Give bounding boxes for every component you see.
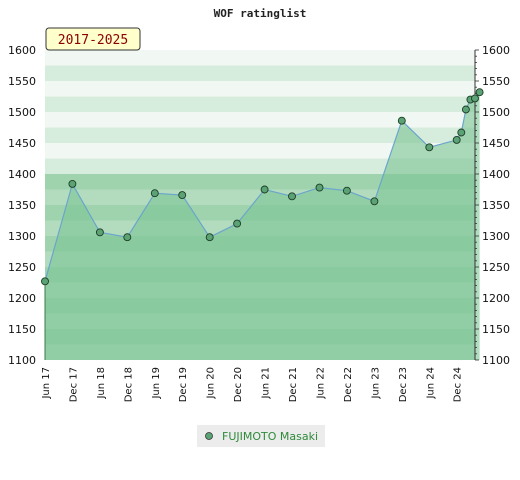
x-tick-label: Dec 21 xyxy=(288,367,299,402)
y-tick-label-right: 1200 xyxy=(482,292,510,305)
legend-marker-icon xyxy=(205,432,213,440)
x-tick-label: Jun 19 xyxy=(151,367,162,400)
data-point xyxy=(397,116,406,125)
x-tick-label: Dec 24 xyxy=(453,367,464,402)
y-tick-label-right: 1400 xyxy=(482,168,510,181)
y-tick-label-left: 1300 xyxy=(8,230,36,243)
y-tick-label-right: 1500 xyxy=(482,106,510,119)
y-tick-label-left: 1250 xyxy=(8,261,36,274)
y-tick-label-left: 1500 xyxy=(8,106,36,119)
x-tick-label: Jun 17 xyxy=(41,367,52,400)
background-band xyxy=(45,158,475,174)
data-point xyxy=(68,179,77,188)
y-tick-label-left: 1550 xyxy=(8,75,36,88)
y-tick-label-right: 1150 xyxy=(482,323,510,336)
background-band xyxy=(45,127,475,143)
background-band xyxy=(45,174,475,190)
y-tick-label-right: 1600 xyxy=(482,44,510,57)
data-point xyxy=(123,233,132,242)
data-point xyxy=(461,105,470,114)
data-point xyxy=(475,88,484,97)
x-tick-label: Dec 18 xyxy=(123,367,134,402)
y-tick-label-left: 1450 xyxy=(8,137,36,150)
x-tick-label: Jun 18 xyxy=(96,367,107,400)
x-tick-label: Jun 22 xyxy=(316,367,327,400)
data-point xyxy=(370,197,379,206)
y-tick-label-left: 1400 xyxy=(8,168,36,181)
area-fill xyxy=(45,92,480,360)
chart-title: WOF ratinglist xyxy=(214,7,307,20)
y-tick-label-right: 1250 xyxy=(482,261,510,274)
data-point xyxy=(41,277,49,286)
y-axis-left: 1100 1150 1200 1250 1300 1350 1400 1450 1500 1550… xyxy=(8,44,36,367)
x-tick-label: Jun 24 xyxy=(425,367,436,400)
y-tick-label-right: 1100 xyxy=(482,354,510,367)
data-point xyxy=(315,183,324,192)
data-point xyxy=(471,94,479,103)
y-tick-label-right: 1350 xyxy=(482,199,510,212)
background-band xyxy=(45,81,475,97)
background-band xyxy=(45,65,475,81)
x-tick-label: Jun 23 xyxy=(370,367,381,400)
y-tick-label-left: 1150 xyxy=(8,323,36,336)
data-point xyxy=(178,191,187,200)
data-point xyxy=(205,233,214,242)
period-label: 2017-2025 xyxy=(58,33,128,48)
data-point xyxy=(95,228,104,237)
x-axis: Jun 17 Dec 17 Jun 18 Dec 18 Jun 19 Dec 19 Jun … xyxy=(41,367,464,402)
x-tick-label: Dec 19 xyxy=(178,367,189,402)
y-tick-label-right: 1550 xyxy=(482,75,510,88)
data-point xyxy=(288,192,296,201)
data-point xyxy=(233,219,242,228)
background-band xyxy=(45,50,475,66)
data-point xyxy=(425,143,434,152)
background-band xyxy=(45,96,475,112)
y-tick-label-right: 1300 xyxy=(482,230,510,243)
background-band xyxy=(45,112,475,128)
period-badge: 2017-2025 xyxy=(45,27,141,51)
x-tick-label: Dec 17 xyxy=(68,367,79,402)
legend[interactable]: FUJIMOTO Masaki xyxy=(197,425,325,447)
y-tick-label-left: 1100 xyxy=(8,354,36,367)
background-band xyxy=(45,143,475,159)
x-tick-label: Dec 22 xyxy=(343,367,354,402)
rating-markers xyxy=(41,88,484,286)
data-point xyxy=(457,128,466,137)
data-point xyxy=(342,186,351,195)
data-point xyxy=(452,135,461,144)
legend-label: FUJIMOTO Masaki xyxy=(222,430,318,443)
y-tick-label-left: 1200 xyxy=(8,292,36,305)
y-tick-label-left: 1350 xyxy=(8,199,36,212)
data-point xyxy=(150,189,159,198)
x-tick-label: Jun 21 xyxy=(261,367,272,400)
x-tick-label: Jun 20 xyxy=(206,367,217,400)
data-point xyxy=(260,185,269,194)
x-tick-label: Dec 20 xyxy=(233,367,244,402)
y-tick-label-left: 1600 xyxy=(8,44,36,57)
y-tick-label-right: 1450 xyxy=(482,137,510,150)
x-tick-label: Dec 23 xyxy=(398,367,409,402)
